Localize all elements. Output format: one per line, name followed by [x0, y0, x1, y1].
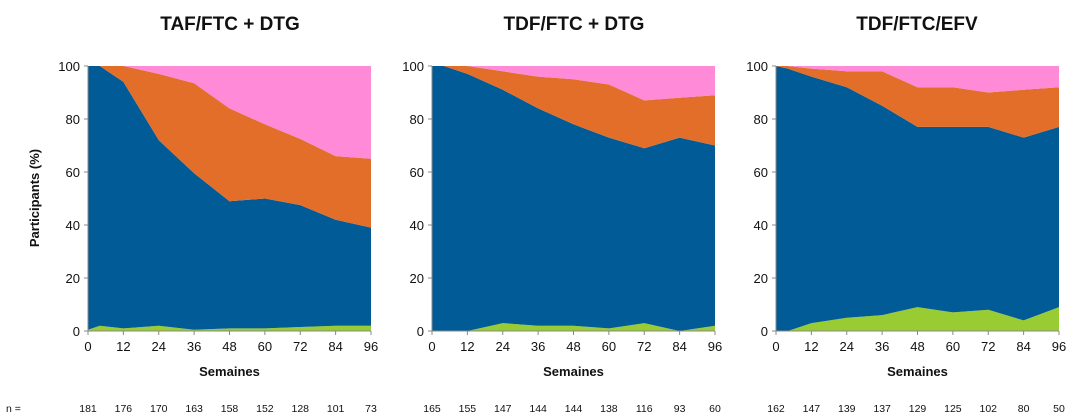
n-value: 165: [423, 403, 441, 415]
n-value: 181: [79, 403, 97, 415]
y-tick-label: 0: [761, 324, 768, 339]
x-tick-label: 36: [531, 339, 545, 354]
n-value: 116: [636, 403, 653, 415]
x-tick-label: 60: [258, 339, 272, 354]
y-tick-label: 0: [417, 324, 424, 339]
x-tick-label: 48: [910, 339, 924, 354]
x-tick-label: 12: [804, 339, 818, 354]
x-tick-label: 72: [637, 339, 651, 354]
x-tick-label: 72: [293, 339, 307, 354]
x-axis-label: Semaines: [199, 364, 260, 379]
chart-title: TDF/FTC + DTG: [504, 14, 645, 35]
x-tick-label: 12: [460, 339, 474, 354]
n-value: 147: [803, 403, 821, 415]
y-tick-label: 20: [410, 271, 424, 286]
x-tick-label: 84: [1016, 339, 1030, 354]
area-series-blue: [432, 66, 715, 331]
n-value: 128: [291, 403, 309, 415]
area-series-green: [88, 325, 371, 331]
y-tick-label: 100: [746, 59, 768, 74]
x-tick-label: 96: [1052, 339, 1066, 354]
x-tick-label: 60: [602, 339, 616, 354]
area-series-blue: [88, 66, 371, 330]
x-tick-label: 12: [116, 339, 130, 354]
y-tick-label: 60: [66, 165, 80, 180]
n-value: 162: [767, 403, 785, 415]
n-value: 163: [185, 403, 203, 415]
n-value: 60: [709, 403, 721, 415]
x-tick-label: 84: [672, 339, 686, 354]
x-tick-label: 96: [364, 339, 378, 354]
n-value: 155: [459, 403, 477, 415]
area-series-orange: [88, 66, 371, 228]
n-value: 129: [909, 403, 927, 415]
x-tick-label: 48: [566, 339, 580, 354]
area-series-pink: [88, 66, 371, 159]
area-series-green: [776, 307, 1059, 331]
chart-panel-3: TDF/FTC/EFV 0 20 40 60 80 100 0 162 12 147 24 139 36 1…: [746, 14, 1066, 415]
area-series-pink: [776, 66, 1059, 93]
area-series-blue: [776, 66, 1059, 331]
n-value: 80: [1018, 403, 1030, 415]
n-value: 102: [979, 403, 997, 415]
x-tick-label: 0: [428, 339, 435, 354]
n-value: 176: [115, 403, 133, 415]
n-value: 101: [327, 403, 345, 415]
n-value: 152: [256, 403, 274, 415]
area-series-green: [432, 323, 715, 331]
x-tick-label: 84: [328, 339, 342, 354]
area-series-pink: [432, 66, 715, 101]
n-value: 139: [838, 403, 856, 415]
n-value: 125: [944, 403, 962, 415]
area-series-orange: [776, 66, 1059, 138]
x-tick-label: 0: [772, 339, 779, 354]
x-axis-label: Semaines: [887, 364, 948, 379]
chart-title: TAF/FTC + DTG: [160, 14, 300, 35]
chart-title: TDF/FTC/EFV: [856, 14, 978, 35]
x-tick-label: 24: [840, 339, 854, 354]
y-tick-label: 60: [410, 165, 424, 180]
y-tick-label: 0: [73, 324, 80, 339]
x-tick-label: 0: [84, 339, 91, 354]
x-axis-label: Semaines: [543, 364, 604, 379]
x-tick-label: 36: [187, 339, 201, 354]
n-value: 93: [674, 403, 686, 415]
y-tick-label: 80: [410, 112, 424, 127]
x-tick-label: 24: [496, 339, 510, 354]
n-value: 137: [873, 403, 891, 415]
x-tick-label: 60: [946, 339, 960, 354]
y-tick-label: 80: [66, 112, 80, 127]
n-value: 144: [529, 403, 547, 415]
n-value: 144: [565, 403, 583, 415]
y-axis-label: Participants (%): [27, 149, 42, 247]
n-label: n =: [6, 403, 21, 415]
n-value: 50: [1053, 403, 1065, 415]
y-tick-label: 40: [66, 218, 80, 233]
n-value: 147: [494, 403, 512, 415]
x-tick-label: 48: [222, 339, 236, 354]
y-tick-label: 40: [410, 218, 424, 233]
y-tick-label: 100: [58, 59, 80, 74]
y-tick-label: 20: [66, 271, 80, 286]
n-value: 170: [150, 403, 168, 415]
y-tick-label: 80: [754, 112, 768, 127]
n-value: 138: [600, 403, 618, 415]
y-tick-label: 100: [402, 59, 424, 74]
n-value: 73: [365, 403, 377, 415]
area-series-orange: [432, 66, 715, 149]
x-tick-label: 36: [875, 339, 889, 354]
y-tick-label: 60: [754, 165, 768, 180]
chart-panel-1: TAF/FTC + DTG 0 20 40 60 80 100 0 181 12 176 24 170 3…: [58, 14, 378, 415]
n-value: 158: [221, 403, 239, 415]
x-tick-label: 96: [708, 339, 722, 354]
x-tick-label: 72: [981, 339, 995, 354]
y-tick-label: 40: [754, 218, 768, 233]
y-tick-label: 20: [754, 271, 768, 286]
x-tick-label: 24: [152, 339, 166, 354]
chart-panel-2: TDF/FTC + DTG 0 20 40 60 80 100 0 165 12 155 24 147 3…: [402, 14, 722, 415]
